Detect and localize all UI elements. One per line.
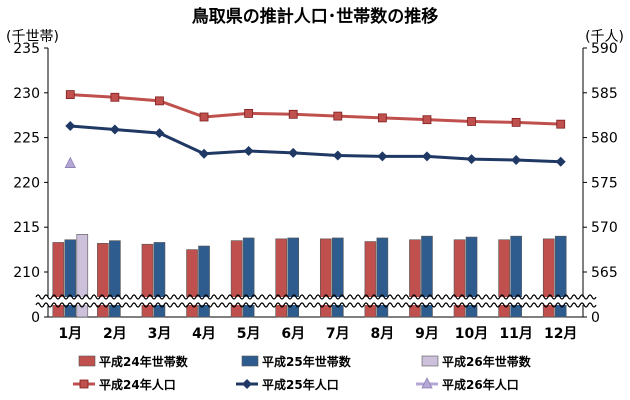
bar-1-0 — [64, 239, 77, 318]
bar-1-10 — [510, 235, 522, 318]
point-4-9 — [466, 154, 477, 165]
point-3-9 — [467, 117, 476, 126]
point-3-10 — [511, 117, 521, 127]
axis-break-bottom — [35, 302, 597, 308]
bar-0-2 — [141, 243, 154, 318]
right-tick-label: 575 — [591, 175, 618, 191]
legend-marker-5 — [421, 377, 433, 389]
point-4-3 — [199, 148, 210, 159]
point-4-0 — [65, 120, 76, 131]
left-tick-label: 235 — [13, 41, 40, 57]
x-tick-label: 12月 — [544, 326, 577, 342]
legend-marker-4 — [242, 379, 252, 389]
bar-1-1 — [109, 240, 121, 318]
bar-1-3 — [198, 245, 210, 318]
point-3-7 — [377, 113, 387, 123]
left-tick-label: 225 — [13, 131, 40, 147]
right-tick-label: 590 — [591, 41, 618, 57]
legend-marker-3 — [79, 379, 89, 389]
plot-area: 235 590 230 585 225 580 220 575 215 570 210 565 0 0 1月… — [13, 41, 617, 342]
right-axis-unit: (千人) — [585, 29, 624, 45]
bar-0-10 — [498, 239, 510, 318]
left-tick-label: 220 — [13, 175, 40, 191]
point-3-0 — [65, 90, 75, 99]
point-3-3 — [199, 112, 209, 122]
point-4-8 — [421, 151, 432, 162]
point-4-4 — [243, 146, 254, 157]
point-3-1 — [110, 92, 120, 102]
legend-label-2: 平成26年世帯数 — [442, 354, 532, 369]
point-4-1 — [109, 124, 120, 135]
legend-label-5: 平成26年人口 — [442, 377, 519, 392]
legend-label-1: 平成25年世帯数 — [262, 354, 352, 369]
x-tick-label: 5月 — [237, 326, 261, 342]
right-tick-label: 570 — [591, 220, 618, 236]
point-4-7 — [377, 151, 388, 162]
bar-0-4 — [230, 240, 243, 318]
point-3-4 — [244, 109, 254, 118]
bar-1-11 — [554, 235, 567, 318]
bar-1-7 — [376, 237, 389, 318]
axis-break-band — [36, 297, 595, 305]
point-3-2 — [155, 96, 164, 106]
bar-0-9 — [453, 239, 466, 318]
right-tick-label: 585 — [591, 86, 618, 102]
bar-0-6 — [319, 238, 332, 318]
point-3-8 — [422, 115, 432, 125]
x-tick-label: 9月 — [415, 326, 439, 342]
axis-break-top — [35, 294, 597, 300]
bar-1-2 — [153, 242, 166, 318]
x-tick-label: 1月 — [58, 326, 82, 342]
bar-1-6 — [331, 237, 344, 318]
point-3-11 — [556, 119, 566, 129]
x-tick-label: 4月 — [192, 326, 216, 342]
bar-0-11 — [542, 238, 555, 318]
bar-1-4 — [242, 237, 255, 318]
bar-1-8 — [421, 235, 433, 318]
point-3-6 — [333, 111, 343, 121]
legend-label-3: 平成24年人口 — [99, 377, 176, 392]
legend-swatch-1 — [241, 355, 259, 367]
bar-0-8 — [409, 239, 421, 318]
chart-title: 鳥取県の推計人口･世帯数の推移 — [192, 6, 439, 27]
x-tick-label: 8月 — [371, 326, 395, 342]
left-tick-label: 230 — [13, 86, 40, 102]
right-tick-label: 0 — [591, 310, 600, 326]
left-tick-label: 210 — [13, 265, 40, 281]
x-tick-label: 2月 — [103, 326, 127, 342]
legend-label-4: 平成25年人口 — [262, 377, 339, 392]
bar-0-0 — [52, 242, 65, 318]
left-axis-unit: (千世帯) — [6, 29, 59, 45]
series-line-3 — [70, 93, 561, 126]
legend-swatch-0 — [78, 355, 96, 367]
left-tick-label: 215 — [13, 220, 40, 236]
x-tick-label: 11月 — [499, 326, 532, 342]
x-tick-label: 3月 — [148, 326, 172, 342]
x-tick-label: 10月 — [455, 326, 488, 342]
point-4-10 — [511, 155, 522, 165]
point-3-5 — [288, 109, 298, 119]
bar-2-0 — [76, 234, 89, 318]
bar-0-7 — [364, 241, 377, 318]
bar-0-5 — [275, 238, 288, 318]
bar-1-9 — [465, 236, 478, 318]
bar-1-5 — [287, 237, 300, 318]
bar-0-1 — [97, 243, 109, 318]
legend-swatch-2 — [421, 355, 439, 367]
point-4-2 — [154, 128, 165, 139]
point-4-5 — [288, 147, 299, 158]
bar-0-3 — [186, 249, 198, 318]
x-tick-label: 7月 — [326, 326, 350, 342]
right-tick-label: 580 — [591, 131, 618, 147]
series-line-4 — [70, 124, 561, 164]
legend-label-0: 平成24年世帯数 — [99, 354, 189, 369]
right-tick-label: 565 — [591, 265, 618, 281]
x-tick-label: 6月 — [281, 326, 305, 342]
point-4-6 — [332, 150, 343, 161]
point-5-0 — [64, 156, 76, 168]
left-tick-label: 0 — [31, 310, 40, 326]
point-4-11 — [555, 156, 566, 167]
